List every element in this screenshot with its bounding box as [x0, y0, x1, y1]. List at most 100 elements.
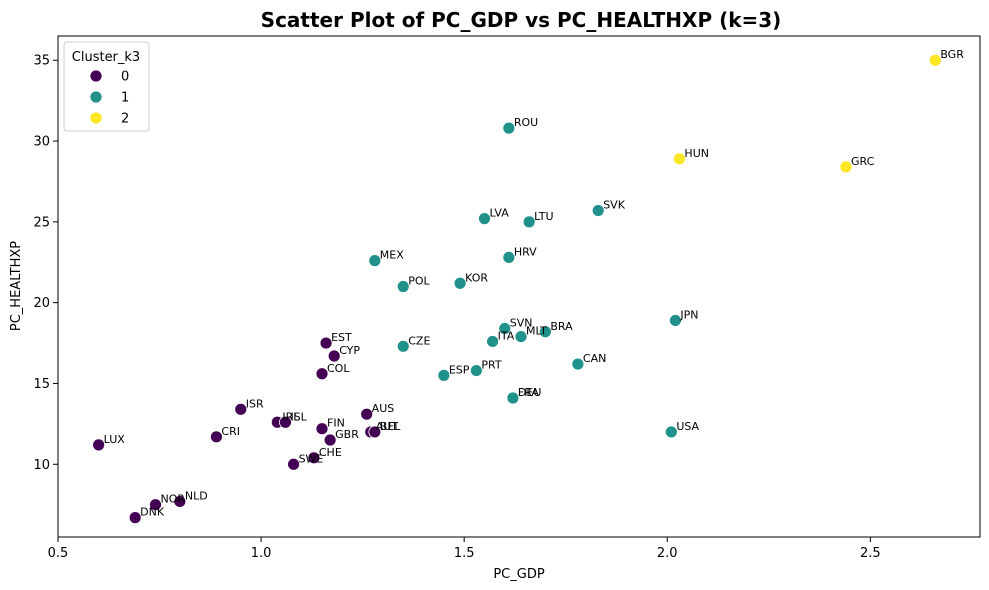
legend-title: Cluster_k3: [72, 50, 140, 65]
point-label-isr: ISR: [246, 397, 264, 410]
scatter-point-mlt: [514, 330, 528, 344]
x-tick-label: 1.0: [251, 546, 272, 561]
scatter-point-gbr: [323, 433, 337, 447]
scatter-point-nor: [149, 498, 162, 512]
scatter-point-grc: [839, 160, 853, 174]
point-label-cri: CRI: [221, 425, 240, 438]
legend-label-cluster-0: 0: [121, 70, 129, 85]
plot-frame: [57, 35, 981, 538]
scatter-point-swe: [287, 457, 300, 471]
y-tick-label: 30: [33, 135, 50, 150]
point-label-rou: ROU: [514, 116, 538, 129]
point-label-nor: NOR: [160, 493, 185, 506]
point-label-est: EST: [331, 331, 352, 344]
scatter-point-isr: [234, 402, 248, 416]
x-tick-label: 2.5: [860, 546, 881, 561]
legend-label-cluster-2: 2: [121, 112, 129, 127]
point-label-bel: BEL: [380, 420, 401, 433]
scatter-point-bel: [368, 425, 382, 439]
point-label-cze: CZE: [408, 334, 430, 347]
point-label-dnk: DNK: [140, 506, 165, 519]
legend-label-cluster-1: 1: [121, 91, 129, 106]
point-label-nld: NLD: [185, 489, 208, 502]
points-layer: [92, 53, 942, 525]
point-label-che: CHE: [319, 446, 342, 459]
legend-marker-cluster-2: [89, 111, 103, 125]
scatter-point-nld: [173, 495, 187, 508]
y-tick-label: 10: [33, 458, 50, 473]
scatter-point-col: [315, 367, 329, 381]
point-label-hrv: HRV: [514, 245, 537, 258]
scatter-point-isl: [279, 415, 292, 429]
x-tick-label: 0.5: [48, 546, 69, 561]
point-label-gbr: GBR: [335, 428, 359, 441]
point-label-irl: IRL: [282, 410, 300, 423]
point-label-esp: ESP: [449, 363, 470, 376]
scatter-point-pol: [396, 280, 410, 293]
scatter-point-mex: [368, 254, 382, 268]
scatter-point-cri: [210, 430, 223, 444]
point-label-kor: KOR: [465, 271, 488, 284]
scatter-point-ita: [486, 335, 499, 348]
point-label-cyp: CYP: [339, 344, 360, 357]
scatter-point-hrv: [502, 251, 516, 264]
scatter-point-svk: [591, 204, 605, 217]
point-label-prt: PRT: [481, 359, 501, 372]
scatter-point-cze: [396, 339, 410, 353]
point-label-ltu: LTU: [534, 210, 553, 223]
scatter-point-fin: [315, 422, 329, 436]
scatter-point-fra: [506, 391, 520, 405]
point-label-fra: FRA: [518, 386, 540, 399]
scatter-point-ltu: [522, 215, 536, 229]
legend: Cluster_k3 0 1 2: [63, 41, 150, 132]
scatter-point-can: [571, 357, 585, 371]
scatter-point-che: [307, 451, 321, 465]
scatter-point-cyp: [327, 349, 341, 363]
scatter-point-est: [319, 336, 333, 350]
point-label-col: COL: [327, 362, 350, 375]
plot-area: [58, 36, 980, 537]
x-axis-label: PC_GDP: [493, 567, 545, 582]
x-tick-label: 1.5: [454, 546, 475, 561]
point-label-swe: SWE: [299, 452, 324, 465]
point-labels-layer: BGR HUN GRC ROU SVK LVA LTU HRV MEX KOR POL JPN SVN B…: [104, 48, 965, 518]
point-label-grc: GRC: [851, 155, 875, 168]
point-label-svn: SVN: [510, 317, 533, 330]
scatter-point-hun: [673, 152, 686, 166]
point-label-svk: SVK: [603, 199, 626, 212]
scatter-point-lva: [478, 212, 491, 226]
point-label-aut: AUT: [376, 420, 399, 433]
point-label-lux: LUX: [104, 433, 126, 446]
legend-marker-cluster-1: [89, 90, 103, 104]
y-axis: 10 15 20 25 30 35: [33, 54, 58, 473]
chart-title: Scatter Plot of PC_GDP vs PC_HEALTHXP (k…: [261, 8, 782, 32]
scatter-point-aus: [360, 407, 374, 421]
point-label-deu: DEU: [518, 386, 541, 399]
scatter-point-bgr: [928, 53, 942, 67]
point-label-bra: BRA: [550, 320, 573, 333]
scatter-point-rou: [502, 121, 516, 135]
scatter-point-lux: [92, 438, 106, 452]
point-label-bgr: BGR: [940, 48, 964, 61]
legend-entries: 0 1 2: [89, 70, 129, 127]
scatter-point-jpn: [668, 314, 682, 327]
point-label-hun: HUN: [684, 147, 709, 160]
point-label-usa: USA: [676, 420, 699, 433]
y-tick-label: 35: [33, 54, 50, 69]
legend-box: [63, 41, 150, 132]
x-axis: 0.5 1.0 1.5 2.0 2.5: [48, 537, 881, 561]
x-tick-label: 2.0: [657, 546, 678, 561]
scatter-point-svn: [498, 322, 512, 335]
point-label-mlt: MLT: [526, 325, 547, 338]
point-label-aus: AUS: [372, 402, 395, 415]
y-tick-label: 25: [33, 215, 50, 230]
point-label-isl: ISL: [290, 410, 307, 423]
point-label-can: CAN: [583, 352, 606, 365]
point-label-fin: FIN: [327, 417, 345, 430]
point-label-pol: POL: [408, 275, 430, 288]
scatter-point-esp: [437, 368, 451, 382]
scatter-point-bra: [539, 325, 552, 339]
scatter-point-dnk: [128, 511, 142, 525]
point-label-ita: ITA: [498, 329, 515, 342]
